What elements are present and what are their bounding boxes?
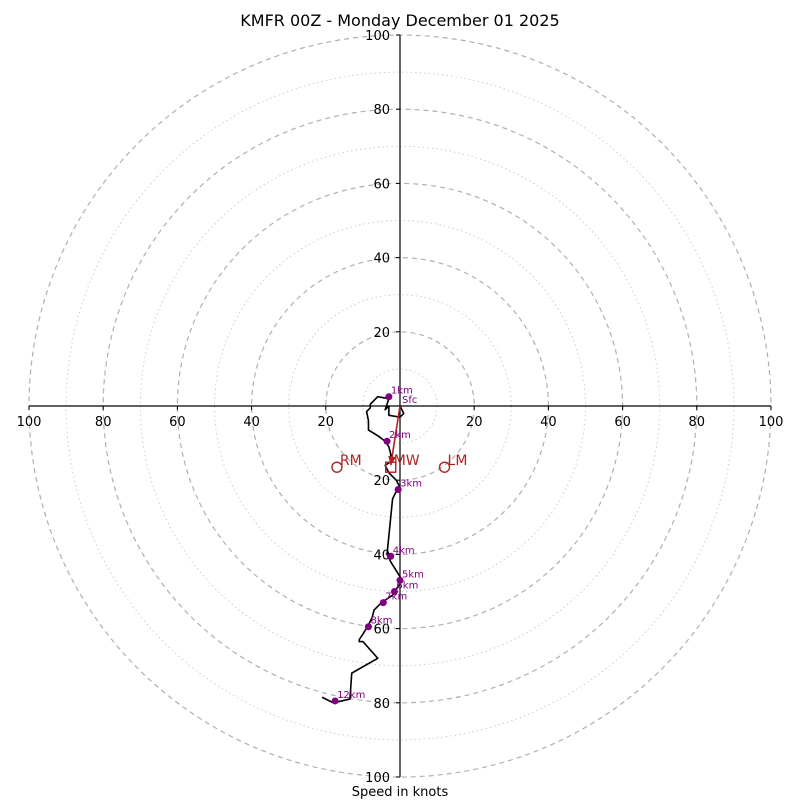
height-marker-4km-dot [387,552,395,560]
x-tick-label: 80 [95,415,112,430]
rm-marker [331,461,343,473]
x-tick-label: 40 [243,415,260,430]
height-marker-2km-label: 2km [389,430,411,441]
y-tick-label: 40 [373,252,390,267]
rm-label: RM [340,453,362,469]
y-tick-label: 60 [373,177,390,192]
y-tick-label: 100 [365,29,390,44]
lm-label: LM [448,453,468,469]
y-tick-label: 60 [373,623,390,638]
height-marker-3km-dot [394,485,402,493]
height-marker-8km-dot [364,623,372,631]
x-tick-label: 60 [614,415,631,430]
x-tick-label: 40 [540,415,557,430]
storm-motion-arrow [389,405,401,466]
height-marker-5km-dot [396,576,404,584]
chart-title: KMFR 00Z - Monday December 01 2025 [240,11,559,30]
storm-motion-arrowhead [388,455,397,466]
y-tick-label: 20 [373,326,390,341]
x-tick-label: 20 [466,415,483,430]
height-marker-7km-label: 7km [385,592,407,603]
height-marker-6km-dot [390,588,398,595]
mw-label: MW [394,453,420,469]
height-marker-5km-label: 5km [402,569,424,580]
x-tick-label: 100 [759,415,784,430]
height-marker-8km-label: 8km [370,616,392,627]
y-tick-label: 100 [365,771,390,786]
height-marker-4km-label: 4km [393,545,415,556]
x-tick-label: 100 [17,415,42,430]
height-marker-2km-dot [383,437,391,445]
height-marker-7km-dot [379,599,387,607]
x-axis-label: Speed in knots [352,785,449,800]
x-tick-label: 20 [318,415,335,430]
x-tick-label: 80 [689,415,706,430]
y-tick-label: 40 [373,548,390,563]
x-tick-label: 60 [169,415,186,430]
y-tick-label: 80 [373,103,390,118]
lm-marker [438,461,451,473]
height-marker-12km-dot [331,697,339,705]
tick-labels: 100 80 60 40 20 20 40 60 80 100100806040202040608… [17,29,784,786]
y-tick-label: 80 [373,697,390,712]
y-tick-label: 20 [373,474,390,489]
height-marker-1km-dot [385,393,393,401]
storm-motion: RM MW LM [331,405,468,473]
height-marker-1km-label: 1km [391,386,413,397]
mw-marker [385,461,397,473]
height-marker-6km-label: 6km [396,581,418,592]
height-marker-3km-label: 3km [400,478,422,489]
height-marker-sfc-label: Sfc [402,395,417,406]
height-marker-12km-label: 12km [337,690,365,701]
